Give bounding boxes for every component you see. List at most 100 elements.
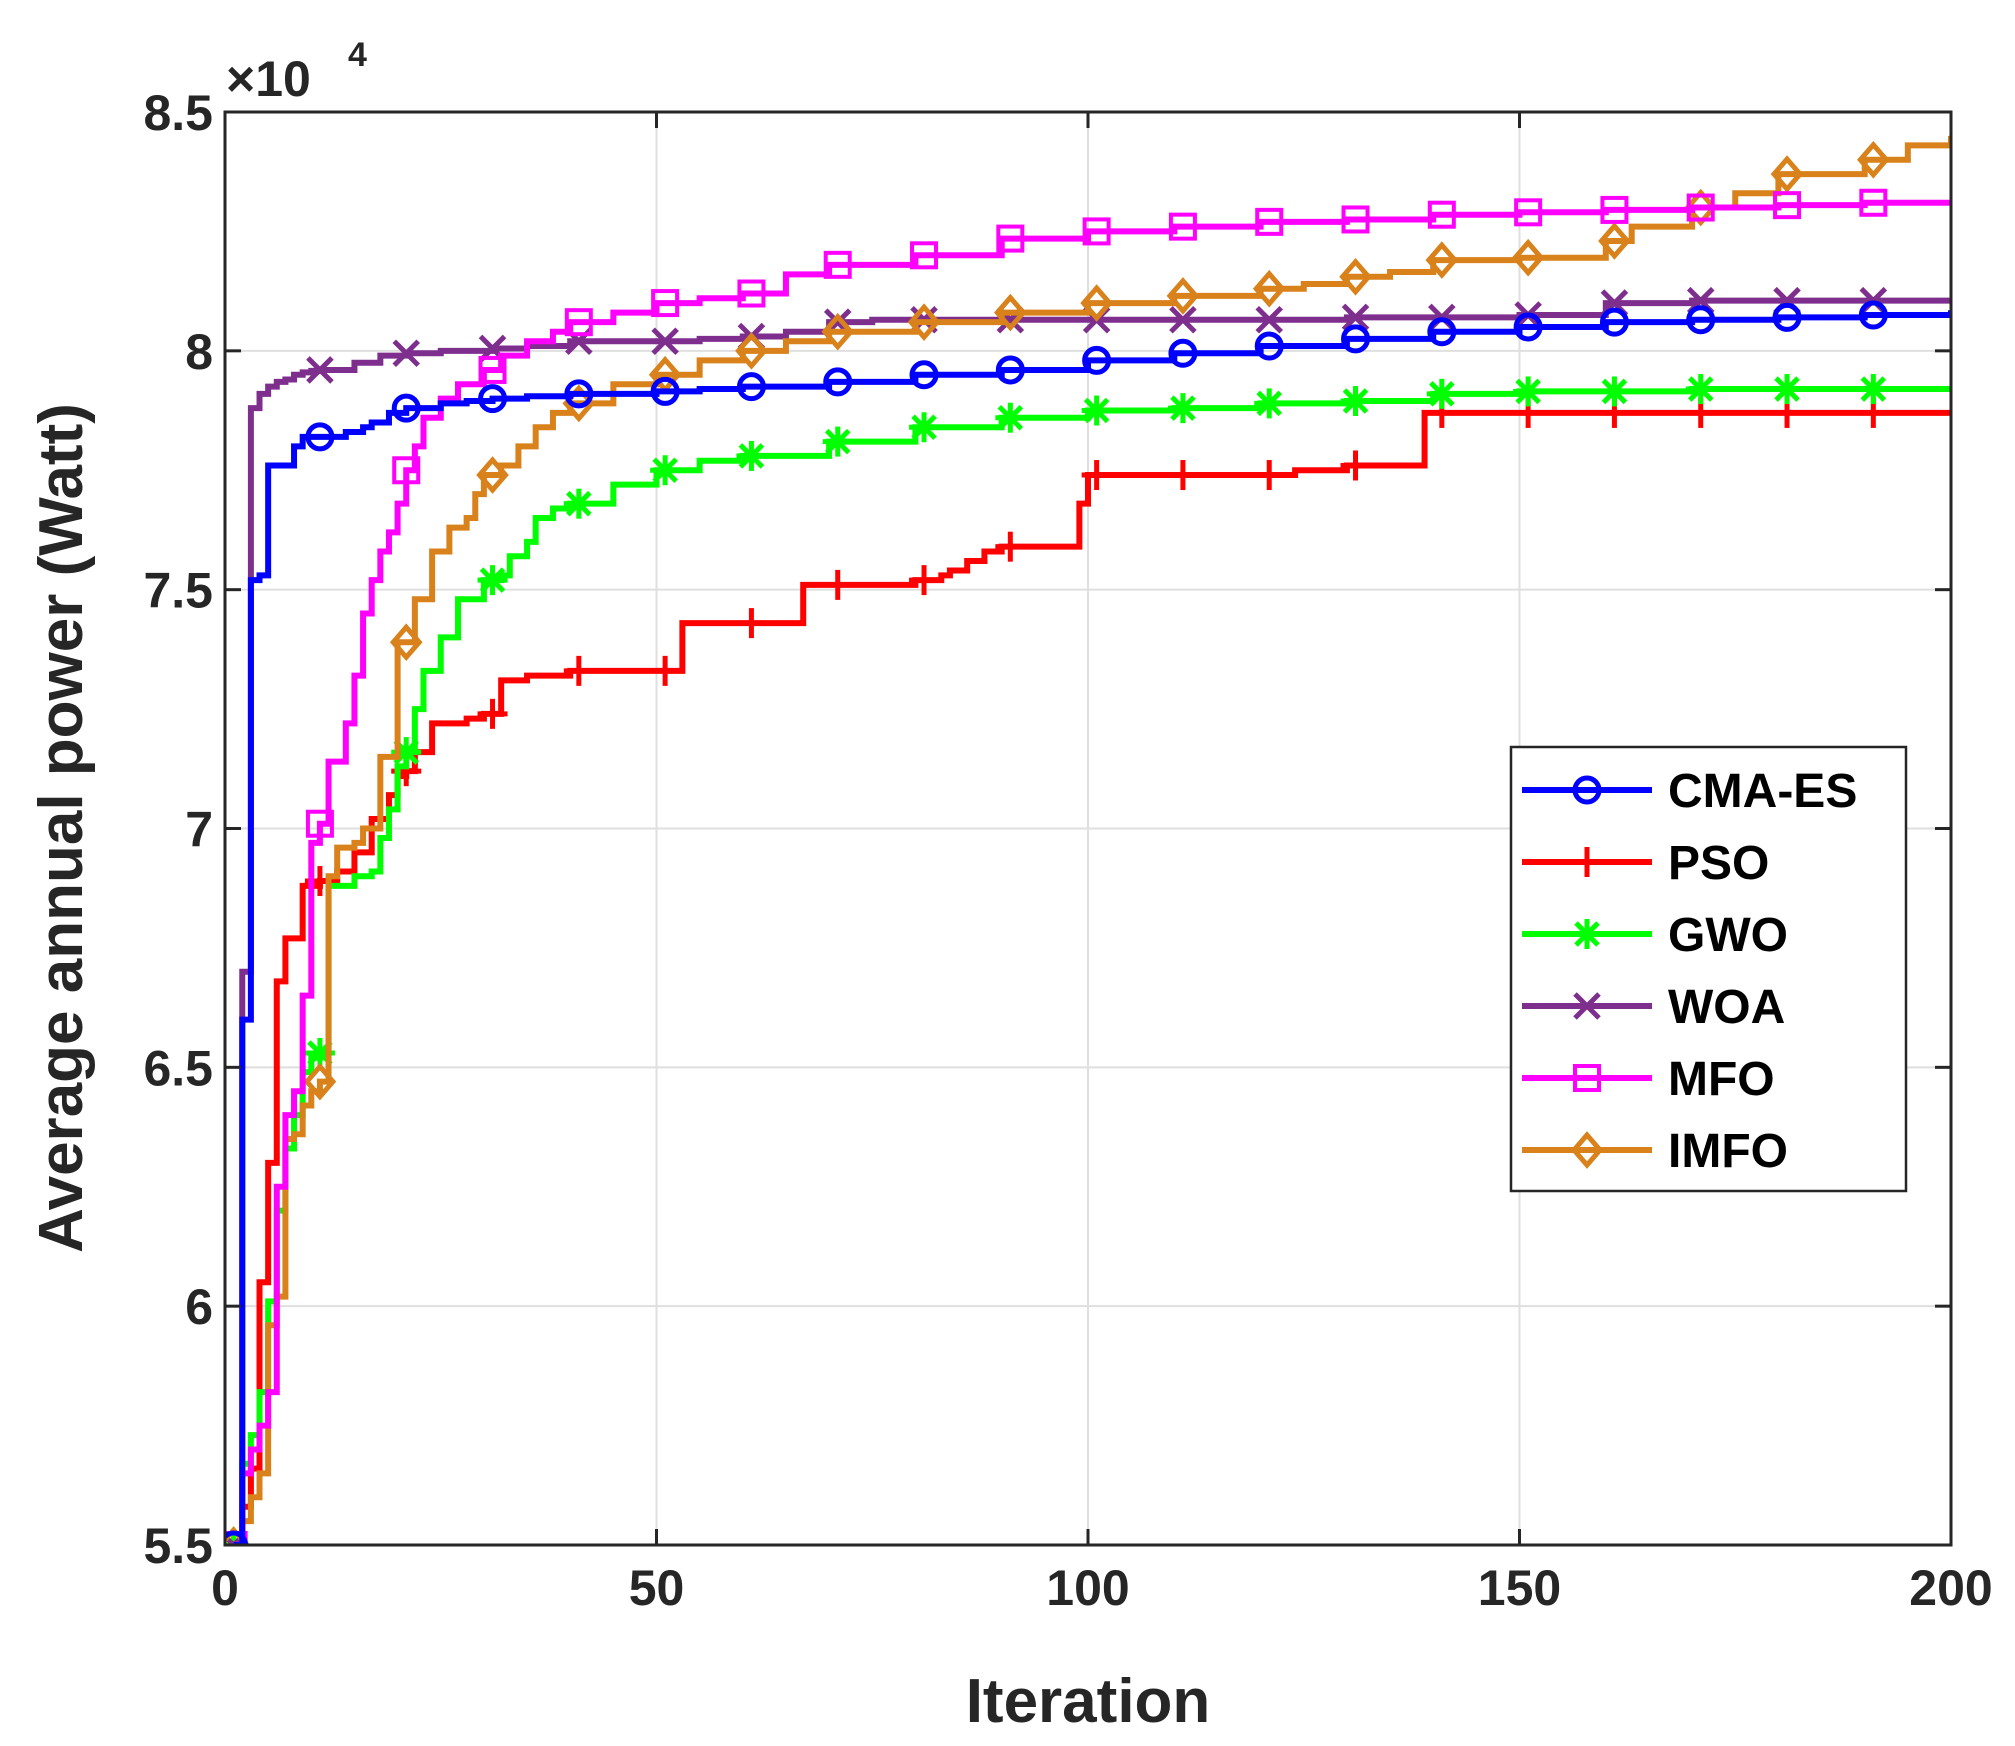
legend-item-cma-es: CMA-ES: [1522, 765, 1857, 818]
marker-pso: [563, 655, 594, 686]
marker-gwo: [1081, 395, 1112, 426]
marker-cma-es: [736, 372, 766, 402]
series-mfo: [225, 188, 1951, 1545]
marker-gwo: [1858, 374, 1889, 405]
y-tick-label: 6.5: [143, 1040, 213, 1096]
legend-item-pso: PSO: [1522, 837, 1769, 890]
marker-cma-es: [650, 376, 680, 406]
series-cma-es: [225, 300, 1951, 1545]
marker-gwo: [1685, 374, 1716, 405]
marker-cma-es: [995, 355, 1025, 385]
marker-gwo: [1513, 376, 1544, 407]
marker-cma-es: [1168, 338, 1198, 368]
legend-label: CMA-ES: [1668, 765, 1857, 818]
y-tick-label: 7: [185, 802, 213, 858]
marker-imfo: [1770, 155, 1804, 193]
y-axis-title: Average annual power (Watt): [27, 403, 96, 1253]
marker-pso: [1167, 460, 1198, 491]
marker-pso: [477, 698, 508, 729]
marker-pso: [1254, 460, 1285, 491]
ticks: [223, 110, 1953, 1547]
marker-cma-es: [1427, 317, 1457, 347]
legend-label: IMFO: [1668, 1125, 1788, 1178]
marker-mfo: [564, 308, 593, 337]
marker-cma-es: [823, 367, 853, 397]
marker-woa: [1255, 306, 1283, 334]
legend-item-imfo: IMFO: [1522, 1125, 1788, 1178]
marker-cma-es: [478, 384, 508, 414]
marker-mfo: [737, 279, 766, 308]
series-line-cma-es: [233, 310, 1951, 1545]
marker-woa: [1169, 306, 1197, 334]
marker-imfo: [1511, 238, 1545, 277]
marker-pso: [650, 655, 681, 686]
marker-cma-es: [909, 360, 939, 390]
marker-pso: [822, 569, 853, 600]
marker-imfo: [1857, 140, 1890, 179]
legend-item-mfo: MFO: [1522, 1053, 1775, 1106]
marker-imfo: [1252, 269, 1286, 308]
x-tick-label: 200: [1909, 1560, 1992, 1616]
legend-item-gwo: GWO: [1522, 909, 1788, 962]
marker-gwo: [563, 488, 594, 519]
marker-pso: [736, 608, 767, 639]
marker-imfo: [994, 293, 1027, 332]
marker-mfo: [305, 809, 334, 838]
marker-mfo: [651, 289, 680, 318]
x-tick-label: 0: [211, 1560, 239, 1616]
series-layer: [225, 135, 1951, 1545]
y-tick-label: 7.5: [143, 563, 213, 619]
marker-mfo: [1082, 217, 1111, 246]
x-axis-title: Iteration: [966, 1667, 1211, 1736]
marker-imfo: [1166, 277, 1200, 315]
marker-pso: [1081, 460, 1112, 491]
legend-marker: [1573, 992, 1601, 1020]
marker-mfo: [1341, 205, 1370, 234]
legend-marker: [1572, 775, 1602, 805]
marker-gwo: [1167, 393, 1198, 424]
marker-pso: [1340, 450, 1371, 481]
marker-cma-es: [1082, 345, 1112, 375]
marker-mfo: [1859, 188, 1888, 217]
marker-imfo: [1684, 188, 1718, 227]
marker-cma-es: [225, 1530, 249, 1545]
legend: CMA-ES PSO GWO WOA MFO IMFO: [1509, 745, 1908, 1193]
marker-gwo: [650, 455, 681, 486]
y-tick-label: 6: [185, 1279, 213, 1335]
marker-cma-es: [305, 422, 335, 452]
marker-cma-es: [1513, 312, 1543, 342]
legend-label: MFO: [1668, 1053, 1775, 1106]
marker-mfo: [1773, 191, 1802, 220]
marker-gwo: [1340, 385, 1371, 416]
y-exponent-base: ×10: [226, 51, 311, 107]
marker-pso: [995, 531, 1026, 562]
marker-gwo: [477, 565, 508, 596]
marker-gwo: [995, 402, 1026, 433]
legend-item-woa: WOA: [1522, 981, 1785, 1034]
marker-imfo: [1080, 284, 1113, 322]
legend-marker: [1570, 1131, 1604, 1169]
marker-cma-es: [1254, 331, 1284, 361]
x-tick-label: 50: [629, 1560, 685, 1616]
marker-mfo: [392, 456, 421, 485]
marker-cma-es: [564, 379, 594, 409]
marker-mfo: [910, 241, 939, 270]
y-exponent-power: 4: [348, 36, 367, 74]
marker-mfo: [1427, 200, 1456, 229]
marker-mfo: [1514, 198, 1543, 227]
series-line-mfo: [233, 199, 1951, 1545]
marker-imfo: [389, 623, 423, 662]
marker-cma-es: [1686, 305, 1716, 335]
tick-labels: 0 50 100 150 200 5.5 6 6.5 7 7.5 8 8.5: [143, 85, 1992, 1616]
marker-gwo: [736, 440, 767, 471]
marker-cma-es: [391, 393, 421, 423]
marker-gwo: [1599, 376, 1630, 407]
marker-imfo: [1598, 222, 1631, 260]
legend-label: GWO: [1668, 909, 1788, 962]
marker-gwo: [822, 426, 853, 457]
marker-mfo: [1686, 193, 1715, 222]
marker-woa: [306, 356, 334, 384]
legend-label: WOA: [1668, 981, 1785, 1034]
marker-woa: [392, 339, 420, 367]
